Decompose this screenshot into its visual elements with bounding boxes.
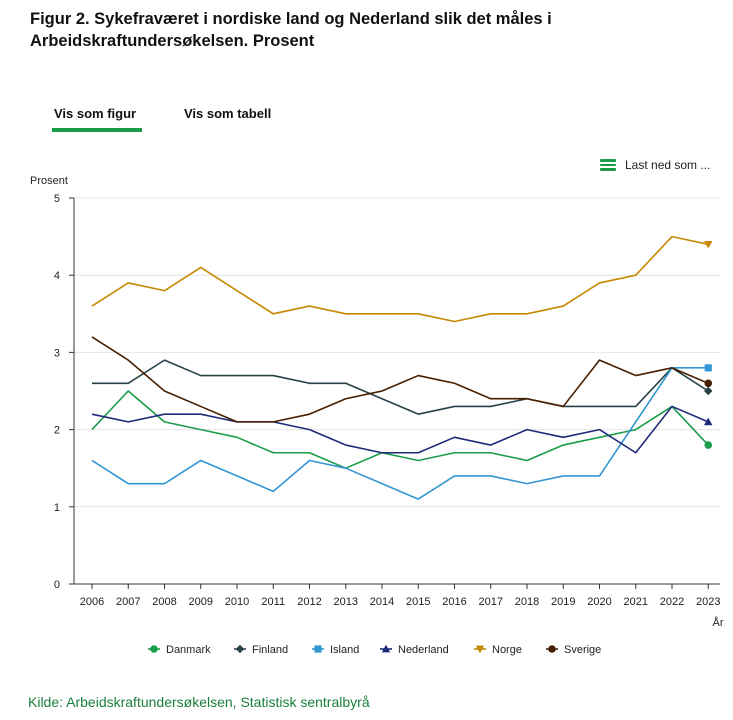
- series-end-marker: [704, 240, 713, 249]
- menu-icon: [600, 159, 616, 171]
- legend-item-norge: Norge: [474, 644, 522, 656]
- series-line: [91, 390, 709, 470]
- x-tick-label: 2023: [696, 596, 720, 608]
- x-tick-label: 2020: [587, 596, 611, 608]
- x-tick-label: 2010: [225, 596, 249, 608]
- line-chart: Prosent 0 1 2 3 4 5 2006 2007 2008 2009 2010 2011 201…: [30, 175, 724, 656]
- legend-item-danmark: Danmark: [148, 644, 211, 656]
- legend-item-sverige: Sverige: [546, 644, 601, 656]
- page-title: Figur 2. Sykefraværet i nordiske land og…: [30, 10, 552, 50]
- legend-label: Danmark: [166, 644, 211, 656]
- x-tick-label: 2011: [261, 596, 285, 608]
- x-tick-label: 2014: [370, 596, 394, 608]
- y-tick-label: 5: [54, 193, 60, 205]
- series-finland: [92, 359, 713, 415]
- x-tick-label: 2019: [551, 596, 575, 608]
- legend-marker: [548, 645, 556, 653]
- series-norge: [91, 235, 713, 323]
- y-tick-label: 4: [54, 270, 60, 282]
- legend-label: Finland: [252, 644, 288, 656]
- x-tick-label: 2008: [152, 596, 176, 608]
- series-end-marker: [704, 386, 713, 396]
- legend-label: Sverige: [564, 644, 601, 656]
- series-end-marker: [704, 441, 713, 449]
- x-tick-label: 2009: [189, 596, 213, 608]
- series-end-marker: [704, 379, 713, 388]
- x-tick-label: 2018: [515, 596, 539, 608]
- series-line: [91, 235, 709, 323]
- series-end-marker: [704, 364, 712, 372]
- x-tick-label: 2012: [297, 596, 321, 608]
- legend-item-nederland: Nederland: [380, 644, 449, 656]
- series-line: [91, 405, 709, 454]
- download-button[interactable]: Last ned som ...: [600, 158, 710, 172]
- legend-marker: [475, 645, 485, 654]
- legend-label: Nederland: [398, 644, 449, 656]
- legend-marker: [314, 645, 322, 653]
- series-nederland: [91, 405, 713, 454]
- series-line: [91, 367, 709, 500]
- legend-item-finland: Finland: [234, 644, 288, 656]
- tab-vis-som-tabell[interactable]: Vis som tabell: [184, 106, 272, 121]
- series-end-marker: [704, 417, 713, 426]
- legend-label: Island: [330, 644, 359, 656]
- x-tick-label: 2006: [80, 596, 104, 608]
- source-text: Kilde: Arbeidskraftundersøkelsen, Statis…: [28, 694, 370, 710]
- series-island: [91, 364, 712, 500]
- x-tick-label: 2022: [660, 596, 684, 608]
- legend-marker: [235, 644, 245, 654]
- y-tick-label: 2: [54, 425, 60, 437]
- x-axis-label: År: [713, 616, 724, 629]
- legend-marker: [381, 644, 391, 653]
- series-line: [92, 359, 709, 415]
- x-tick-label: 2015: [406, 596, 430, 608]
- x-tick-label: 2013: [334, 596, 358, 608]
- legend-marker: [150, 645, 158, 653]
- legend-item-island: Island: [312, 644, 359, 656]
- tab-vis-som-figur[interactable]: Vis som figur: [51, 106, 143, 132]
- legend-label: Norge: [492, 644, 522, 656]
- series-line: [91, 336, 709, 423]
- y-tick-label: 1: [54, 502, 60, 514]
- x-tick-label: 2007: [116, 596, 140, 608]
- y-tick-label: 0: [54, 579, 60, 591]
- series-sverige: [91, 336, 713, 423]
- x-tick-label: 2021: [624, 596, 648, 608]
- y-axis-label: Prosent: [30, 175, 68, 187]
- y-tick-label: 3: [54, 347, 60, 359]
- download-label: Last ned som ...: [625, 158, 711, 172]
- x-tick-label: 2016: [442, 596, 466, 608]
- x-tick-label: 2017: [479, 596, 503, 608]
- series-danmark: [91, 390, 713, 470]
